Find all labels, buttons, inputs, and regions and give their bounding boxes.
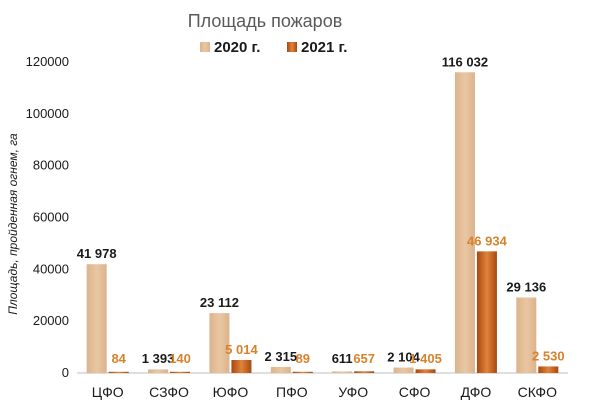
y-tick-label: 20000: [33, 313, 69, 328]
data-label-2020: 116 032: [442, 54, 488, 69]
y-tick-label: 0: [62, 365, 69, 380]
data-label-2020: 2 315: [265, 349, 298, 364]
data-label-2021: 5 014: [225, 342, 258, 357]
data-label-2020: 611: [332, 351, 353, 366]
data-label-2021: 1 405: [409, 351, 442, 366]
bar-2020: [332, 371, 353, 373]
y-tick-label: 60000: [33, 210, 69, 225]
data-label-2021: 46 934: [467, 233, 508, 248]
x-tick-label: СЗФО: [149, 384, 189, 400]
bar-2021: [354, 371, 375, 373]
data-label-2020: 41 978: [77, 246, 117, 261]
data-label-2021: 89: [296, 351, 310, 366]
bar-2021: [108, 371, 129, 373]
x-axis: ЦФО СЗФО ЮФО ПФО УФО СФО ДФО СКФО: [92, 384, 557, 400]
bar-2020: [393, 367, 414, 373]
bar-2020: [454, 72, 475, 374]
data-label-2021: 2 530: [532, 348, 565, 363]
legend: 2020 г. 2021 г.: [200, 39, 347, 56]
bar-2021: [170, 371, 191, 373]
x-tick-label: ПФО: [276, 384, 308, 400]
legend-label-2021: 2021 г.: [301, 39, 347, 56]
x-tick-label: ДФО: [461, 384, 492, 400]
legend-label-2020: 2020 г.: [214, 39, 260, 56]
y-tick-label: 40000: [33, 261, 69, 276]
y-tick-label: 80000: [33, 158, 69, 173]
data-label-2020: 29 136: [506, 279, 546, 294]
bar-2020: [209, 313, 230, 373]
y-tick-label: 120000: [26, 54, 69, 69]
bar-2020: [86, 264, 107, 373]
y-axis-label: Площадь, пройденная огнем, га: [6, 133, 20, 315]
y-axis: 0 20000 40000 60000 80000 100000 120000: [26, 54, 69, 380]
data-label-2021: 140: [169, 351, 191, 366]
x-tick-label: УФО: [338, 384, 368, 400]
y-tick-label: 100000: [26, 106, 69, 121]
data-label-2020: 2 104: [387, 350, 420, 365]
bar-2020: [270, 367, 291, 373]
bar-2021: [292, 371, 313, 373]
data-label-2021: 657: [353, 351, 375, 366]
legend-swatch-2021: [287, 42, 297, 52]
bar-2020: [148, 369, 169, 373]
data-label-2021: 84: [111, 351, 126, 366]
bar-2021: [476, 251, 497, 373]
data-label-2020: 1 393: [142, 351, 175, 366]
legend-swatch-2020: [200, 42, 210, 52]
x-tick-label: ЮФО: [213, 384, 249, 400]
bar-2021: [538, 366, 559, 373]
x-tick-label: СФО: [399, 384, 431, 400]
x-tick-label: ЦФО: [92, 384, 124, 400]
bar-2020: [516, 297, 537, 373]
bar-2021: [415, 369, 436, 373]
chart-title: Площадь пожаров: [188, 11, 343, 31]
data-label-2020: 23 112: [200, 295, 239, 310]
bar-2021: [231, 360, 252, 373]
x-tick-label: СКФО: [518, 384, 557, 400]
bars: [86, 72, 559, 374]
